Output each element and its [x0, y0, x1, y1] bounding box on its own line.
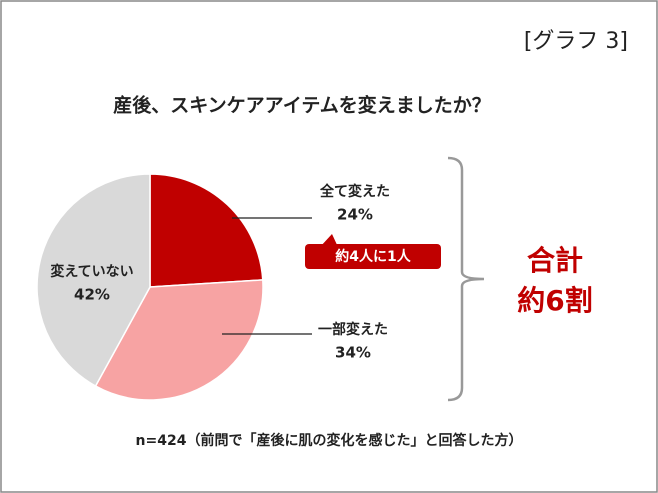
callout-box [305, 244, 441, 269]
chart-title: 産後、スキンケアアイテムを変えましたか？ [113, 94, 491, 117]
slice-label: 一部変えた [318, 321, 388, 338]
callout-text: 約4人に1人 [335, 248, 411, 265]
total-label: 約6割 [517, 284, 592, 317]
slice-label: 全て変えた [319, 183, 390, 200]
total-label: 合計 [527, 244, 583, 277]
callout-pointer [320, 234, 338, 247]
pie-slice [36, 173, 151, 388]
pie-slice [149, 173, 264, 288]
slice-value: 42% [74, 286, 110, 304]
slice-value: 34% [335, 344, 371, 362]
note: n=424（前問で「産後に肌の変化を感じた」と回答した方） [136, 432, 523, 449]
slice-value: 24% [337, 206, 373, 224]
figure-label: [グラフ 3] [524, 29, 628, 54]
bracket [447, 156, 485, 402]
slice-label: 変えていない [50, 263, 133, 280]
